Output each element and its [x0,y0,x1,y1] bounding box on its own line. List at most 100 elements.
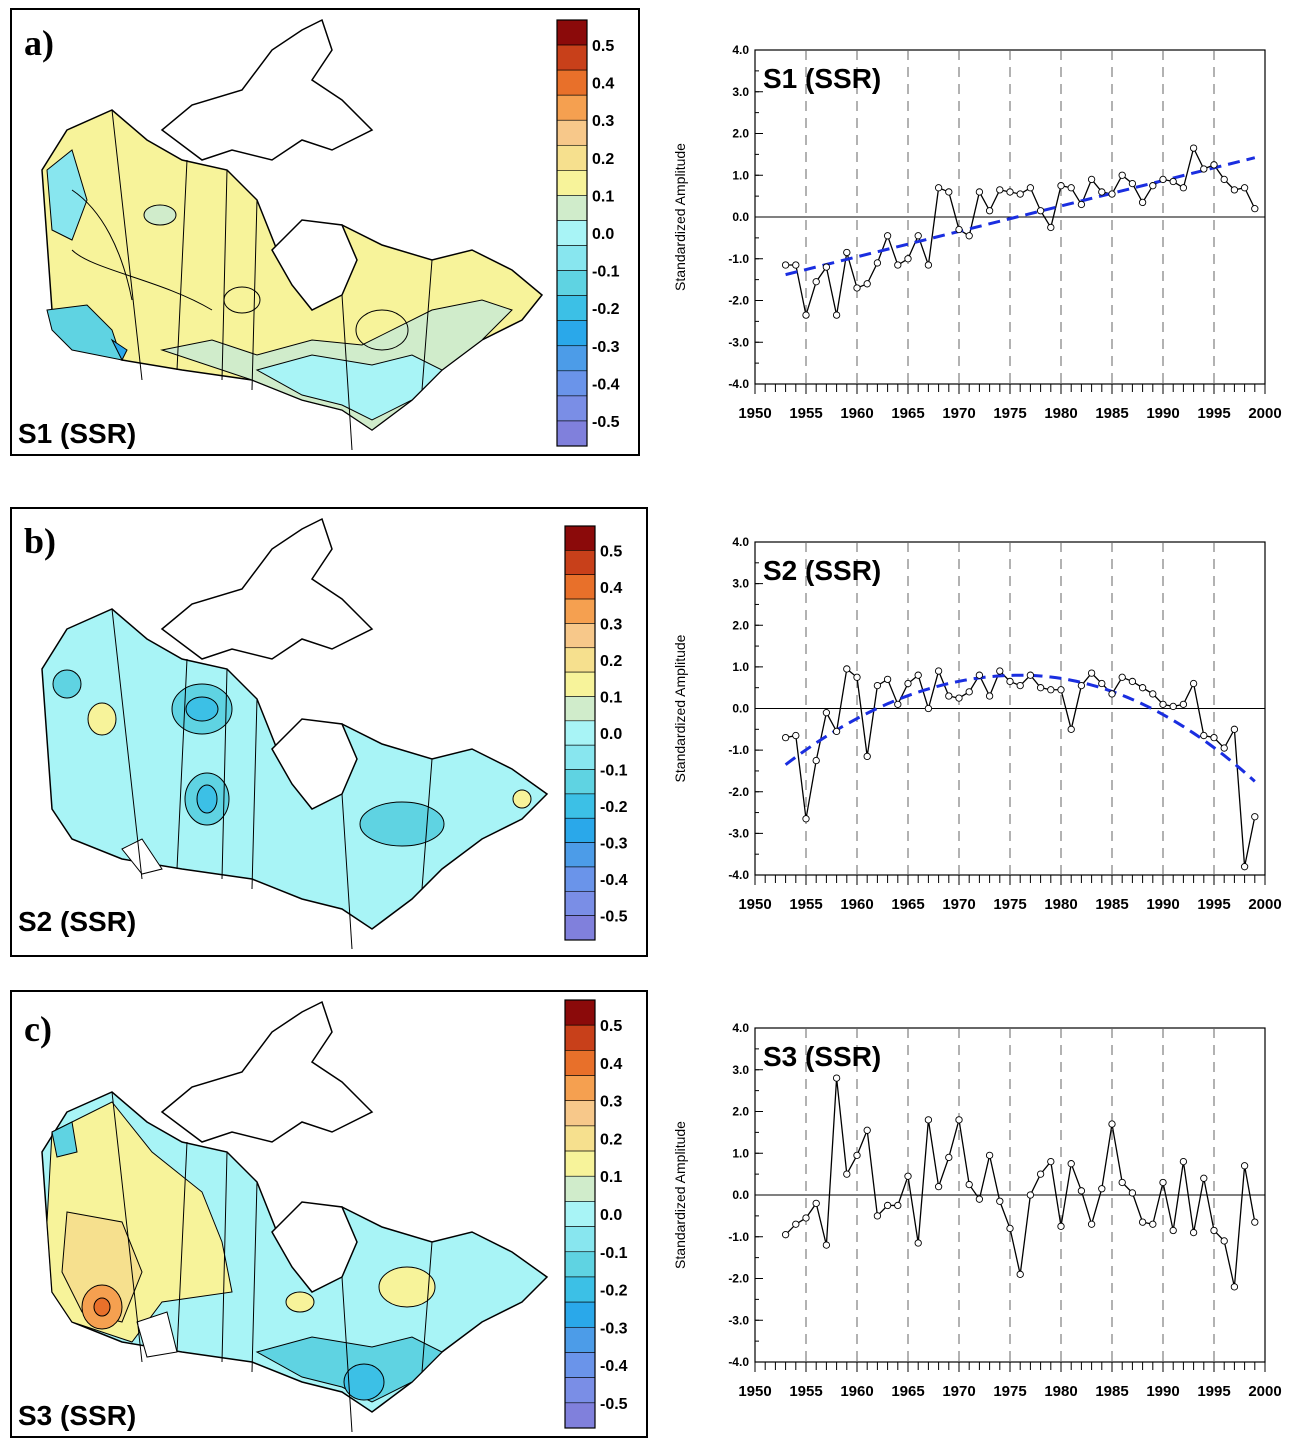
data-point [873,1212,882,1220]
data-point [985,1151,994,1159]
data-point [802,1214,810,1222]
colorbar-swatch [564,744,596,770]
data-point [1057,686,1065,694]
data-point [1128,677,1137,686]
data-point [1200,165,1208,173]
map-svg-a [41,18,544,451]
data-point [1087,1220,1096,1228]
data-point [1159,1178,1167,1187]
data-point [1189,1228,1198,1237]
data-point [985,207,994,215]
colorbar-swatch [556,44,588,71]
map-label-a: S1 (SSR) [18,418,137,449]
x-tick-label: 1990 [1146,405,1179,422]
data-point [1220,744,1228,752]
colorbar-label: 0.5 [600,1018,622,1035]
data-point [873,259,882,267]
y-tick-label: -1.0 [728,252,749,266]
colorbar-label: 0.1 [600,689,622,706]
colorbar-swatch [564,1050,596,1076]
y-axis-label: Standardized Amplitude [672,1121,688,1269]
colorbar-swatch [556,295,588,322]
colorbar-label: 0.4 [600,580,622,597]
y-tick-label: -1.0 [728,1230,749,1244]
colorbar-swatch [564,793,596,819]
colorbar-label: 0.3 [600,1094,622,1111]
data-point [965,1180,973,1189]
chart-s2: 4.0 3.0 2.0 1.0 0.0 -1.0 -2.0 -3.0 -4.0 1950 1955 1… [672,535,1282,913]
y-tick-label: 4.0 [732,43,749,57]
y-tick-label: 1.0 [732,660,749,674]
data-point [1016,681,1024,690]
colorbar-swatch [564,671,596,697]
colorbar-swatch [564,842,596,868]
data-point [1149,182,1157,190]
y-tick-label: -3.0 [728,1313,749,1327]
y-tick-label: -3.0 [728,826,749,840]
data-point [792,261,800,269]
colorbar-swatch [556,195,588,221]
x-tick-label: 1955 [789,1383,822,1400]
colorbar-swatch [564,1326,596,1353]
data-point [883,232,892,240]
colorbar-swatch [564,1276,596,1303]
y-tick-label: 1.0 [732,1146,749,1160]
colorbar-swatch [564,1175,596,1202]
data-point [1057,1222,1065,1230]
colorbar-label: -0.4 [600,872,628,889]
data-point [1087,669,1096,677]
data-point [1036,1170,1045,1178]
data-point [883,675,892,684]
data-point [945,188,953,196]
data-point [1118,1178,1126,1187]
y-tick-label: 2.0 [732,618,749,632]
colorbar-swatch [564,890,596,916]
colorbar-swatch [564,769,596,795]
data-point [781,1231,790,1239]
colorbar-label: 0.0 [600,1207,622,1224]
x-tick-label: 1975 [993,405,1026,422]
data-point [1128,1189,1137,1197]
x-tick-label: 1985 [1095,896,1128,913]
data-point [1220,1237,1228,1245]
colorbar-label: -0.5 [592,414,620,431]
colorbar-swatch [556,370,588,397]
data-point [1169,702,1177,711]
data-point [894,1201,902,1210]
colorbar-swatch [564,550,596,576]
chart-s1: 4.0 3.0 2.0 1.0 0.0 -1.0 -2.0 -3.0 -4.0 1950 1955 1… [672,43,1282,422]
colorbar-swatch [556,19,588,46]
data-point [1128,179,1137,188]
data-point [1047,223,1055,232]
data-point [863,752,871,761]
x-tick-label: 1965 [891,405,924,422]
data-point [1230,725,1239,733]
colorbar-swatch [556,345,588,372]
data-point [1036,684,1045,692]
data-point [853,1151,861,1159]
colorbar-label: -0.4 [600,1358,628,1375]
colorbar-label: -0.1 [592,264,620,281]
map-label-b: S2 (SSR) [18,906,137,937]
colorbar-label: -0.3 [600,1320,628,1337]
data-point [792,1220,800,1228]
y-tick-label: 1.0 [732,168,749,182]
x-tick-label: 1995 [1197,405,1230,422]
data-point [1251,1218,1259,1226]
data-point [1189,679,1198,688]
colorbar-label: 0.4 [592,76,614,93]
data-point [1210,733,1218,742]
colorbar-swatch [564,720,596,746]
colorbar-swatch [564,999,596,1026]
data-point [1179,700,1188,708]
x-tick-label: 1990 [1146,1383,1179,1400]
x-tick-label: 1985 [1095,405,1128,422]
data-point [1098,679,1106,688]
data-point [914,232,922,240]
colorbar-label: 0.1 [600,1169,622,1186]
data-point [1026,1191,1035,1199]
data-point [924,261,933,269]
x-tick-label: 1975 [993,896,1026,913]
y-tick-label: -2.0 [728,785,749,799]
panel-letter-a: a) [24,23,54,63]
